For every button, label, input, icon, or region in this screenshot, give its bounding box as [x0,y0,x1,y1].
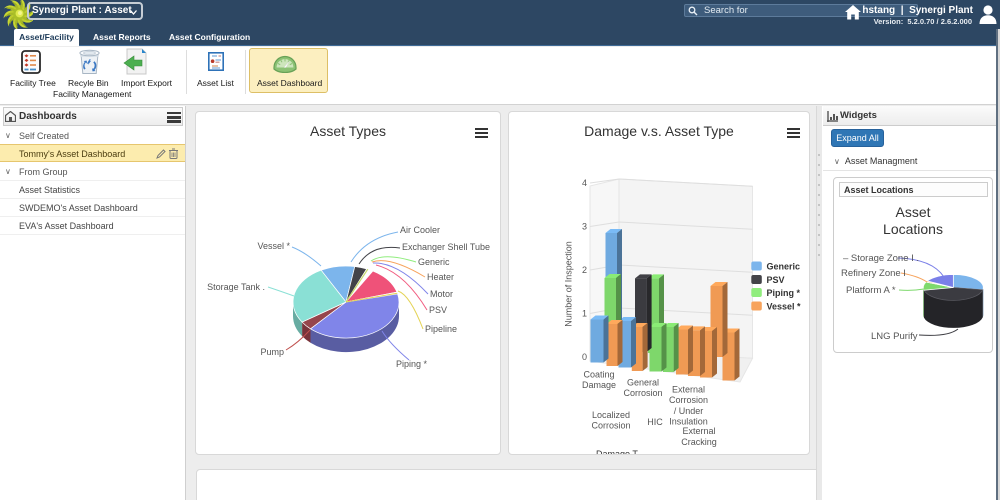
svg-text:Damage T: Damage T [596,449,638,459]
svg-text:Damage: Damage [582,380,616,390]
svg-text:General: General [627,378,659,388]
svg-text:Cracking: Cracking [681,437,717,447]
svg-text:Piping *: Piping * [767,288,801,298]
svg-text:Storage Tank .: Storage Tank . [207,282,265,292]
svg-text:Platform A *: Platform A * [846,285,896,296]
svg-text:Generic: Generic [418,257,450,267]
svg-text:Number of Inspection: Number of Inspection [564,241,574,327]
svg-text:Piping *: Piping * [396,359,428,369]
svg-text:PSV: PSV [429,305,447,315]
svg-text:Motor: Motor [430,289,453,299]
svg-text:Generic: Generic [767,262,801,272]
svg-text:External: External [672,385,705,395]
svg-text:2: 2 [582,265,587,275]
svg-text:Insulation: Insulation [669,416,708,426]
svg-text:Refinery Zone I: Refinery Zone I [841,268,906,279]
svg-text:Heater: Heater [427,272,454,282]
svg-text:Corrosion: Corrosion [669,395,708,405]
svg-text:PSV: PSV [767,275,785,285]
svg-text:Pump: Pump [260,347,284,357]
svg-text:0: 0 [582,352,587,362]
svg-text:Localized: Localized [592,410,630,420]
svg-text:Vessel *: Vessel * [767,302,802,312]
svg-text:3: 3 [582,222,587,232]
svg-text:– Storage Zone I .: – Storage Zone I . [843,253,919,264]
svg-text:Air Cooler: Air Cooler [400,225,440,235]
svg-text:4: 4 [582,178,587,188]
svg-text:LNG Purify: LNG Purify [871,331,918,342]
svg-text:HIC: HIC [647,417,663,427]
svg-text:Pipeline: Pipeline [425,324,457,334]
svg-text:Vessel *: Vessel * [257,241,290,251]
svg-text:Corrosion: Corrosion [591,421,630,431]
svg-text:1: 1 [582,309,587,319]
svg-text:Coating: Coating [583,370,614,380]
svg-text:External: External [682,426,715,436]
svg-text:Exchanger Shell Tube: Exchanger Shell Tube [402,242,490,252]
svg-text:/ Under: / Under [674,406,704,416]
svg-text:Corrosion: Corrosion [623,388,662,398]
